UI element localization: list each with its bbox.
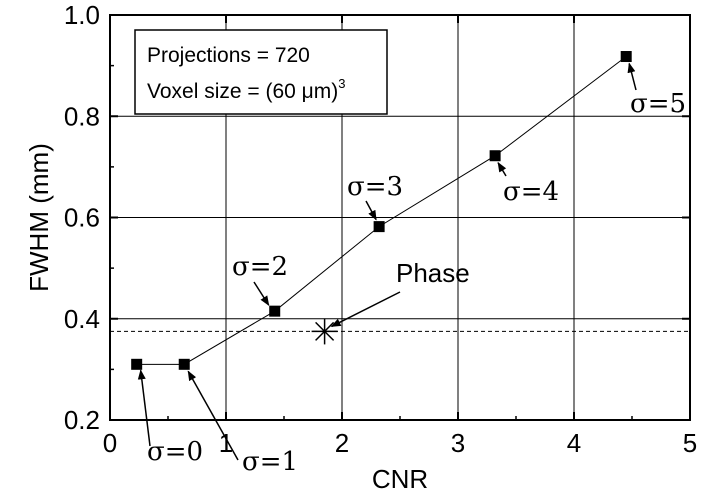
info-voxel-unit: μm) bbox=[302, 80, 339, 103]
x-axis-label: CNR bbox=[372, 464, 428, 494]
x-tick-label: 2 bbox=[335, 428, 349, 458]
y-tick-label: 1.0 bbox=[64, 0, 100, 30]
annotation-label: σ=4 bbox=[503, 177, 559, 207]
x-tick-label: 1 bbox=[219, 428, 233, 458]
phase-label: Phase bbox=[396, 258, 470, 288]
phase-point bbox=[311, 318, 338, 345]
annotations-group: σ=0 σ=1 σ=2 σ=3 σ=4 σ=5 Phase bbox=[137, 62, 686, 477]
annotation-label: σ=5 bbox=[630, 89, 686, 119]
info-projections: Projections = 720 bbox=[147, 44, 310, 67]
y-tick-label: 0.2 bbox=[64, 405, 100, 435]
annotation-arrow bbox=[365, 200, 377, 221]
x-tick-label: 3 bbox=[451, 428, 465, 458]
y-axis-label: FWHM (mm) bbox=[24, 143, 54, 292]
annotation-arrow bbox=[253, 281, 270, 307]
series-line-group bbox=[136, 56, 627, 365]
x-tick-label: 0 bbox=[103, 428, 117, 458]
x-tick-label: 5 bbox=[683, 428, 697, 458]
x-tick-label: 4 bbox=[567, 428, 581, 458]
annotation-arrow bbox=[187, 370, 239, 461]
phase-arrow bbox=[330, 291, 401, 328]
annotation-label: σ=2 bbox=[232, 252, 288, 282]
data-point bbox=[489, 150, 501, 162]
data-point bbox=[373, 221, 385, 233]
markers-group bbox=[131, 51, 632, 370]
phase-asterisk-stroke bbox=[315, 321, 335, 341]
data-point bbox=[269, 305, 281, 317]
annotation-label: σ=1 bbox=[242, 447, 298, 477]
series-line bbox=[136, 56, 627, 365]
data-point bbox=[131, 358, 143, 370]
ticks-group: 0 1 2 3 4 5 0.2 0.4 0.6 0.8 1.0 bbox=[64, 0, 697, 458]
y-tick-label: 0.6 bbox=[64, 203, 100, 233]
info-voxel-exp: 3 bbox=[338, 76, 345, 91]
data-point bbox=[620, 51, 632, 63]
info-voxel-size: Voxel size = (60 μm)3 bbox=[147, 76, 346, 103]
info-voxel-prefix: Voxel size = (60 bbox=[147, 80, 302, 103]
annotation-arrow bbox=[627, 62, 637, 91]
data-point bbox=[178, 358, 190, 370]
y-tick-label: 0.8 bbox=[64, 101, 100, 131]
annotation-arrow bbox=[137, 369, 151, 447]
annotation-label: σ=0 bbox=[147, 437, 203, 467]
y-tick-label: 0.4 bbox=[64, 304, 100, 334]
info-box-border bbox=[134, 29, 388, 115]
annotation-label: σ=3 bbox=[347, 172, 403, 202]
info-box: Projections = 720 Voxel size = (60 μm)3 bbox=[134, 29, 388, 115]
annotation-arrow bbox=[497, 161, 507, 177]
